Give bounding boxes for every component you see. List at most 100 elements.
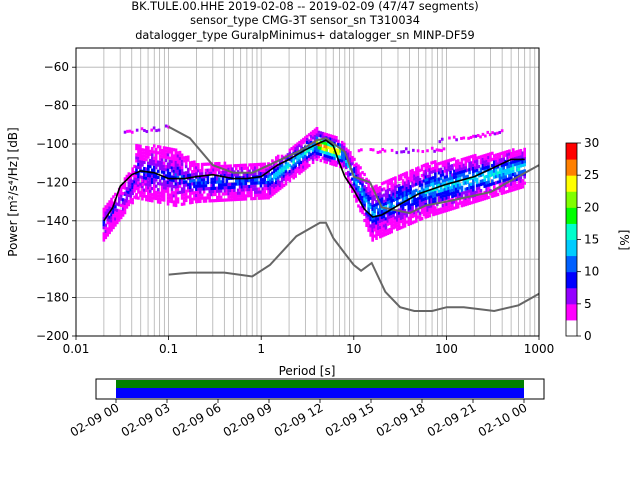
- density-cell: [298, 159, 301, 163]
- density-cell: [250, 163, 253, 167]
- density-cell: [178, 178, 182, 182]
- density-cell: [453, 191, 456, 195]
- density-cell: [392, 183, 395, 187]
- density-cell: [496, 159, 500, 163]
- density-cell: [369, 196, 372, 200]
- density-cell: [305, 162, 309, 166]
- density-cell: [386, 201, 390, 205]
- density-cell: [487, 180, 490, 184]
- density-cell: [273, 170, 276, 174]
- density-cell: [411, 221, 414, 225]
- density-cell: [454, 165, 458, 170]
- density-cell: [154, 178, 158, 182]
- density-cell: [517, 183, 521, 187]
- density-cell: [147, 183, 150, 187]
- density-cell: [141, 151, 144, 155]
- density-cell: [273, 182, 276, 186]
- density-cell: [361, 211, 364, 215]
- density-cell: [432, 182, 435, 186]
- density-cell: [252, 163, 255, 167]
- density-cell: [257, 172, 261, 176]
- density-cell: [453, 181, 456, 186]
- density-cell: [506, 168, 509, 172]
- density-cell: [191, 191, 194, 195]
- density-cell: [437, 180, 441, 184]
- density-cell: [492, 154, 496, 158]
- density-cell: [123, 198, 127, 202]
- density-cell: [200, 162, 204, 167]
- density-cell: [462, 203, 466, 207]
- density-cell: [519, 155, 523, 159]
- density-cell: [378, 222, 382, 227]
- density-cell: [104, 211, 108, 215]
- density-cell: [517, 161, 521, 166]
- density-cell: [411, 190, 414, 194]
- density-cell: [458, 164, 462, 168]
- density-cell: [386, 194, 390, 199]
- density-cell: [363, 185, 366, 189]
- density-cell: [378, 228, 382, 233]
- density-cell: [150, 186, 154, 191]
- density-cell: [170, 200, 174, 204]
- density-cell: [375, 206, 378, 210]
- density-cell: [373, 228, 376, 232]
- density-cell: [456, 189, 460, 194]
- density-cell: [515, 159, 519, 163]
- density-cell: [255, 181, 259, 185]
- density-cell: [373, 206, 376, 211]
- density-cell: [413, 177, 416, 181]
- density-cell: [472, 197, 475, 201]
- density-cell: [492, 172, 496, 176]
- density-cell: [261, 171, 265, 176]
- density-cell: [367, 185, 370, 189]
- density-cell: [147, 189, 150, 193]
- density-cell: [168, 175, 172, 179]
- density-cell: [227, 182, 231, 187]
- density-cell: [150, 128, 153, 132]
- density-cell: [139, 153, 142, 158]
- density-cell: [487, 195, 490, 200]
- density-cell: [517, 152, 521, 156]
- density-cell: [219, 171, 223, 175]
- density-cell: [265, 193, 268, 197]
- density-cell: [502, 151, 506, 155]
- density-cell: [186, 186, 190, 190]
- density-cell: [198, 196, 202, 200]
- density-cell: [458, 161, 462, 165]
- density-cell: [238, 194, 242, 198]
- density-cell: [384, 198, 388, 203]
- density-cell: [267, 168, 270, 172]
- density-cell: [148, 161, 152, 166]
- density-cell: [323, 147, 327, 152]
- density-cell: [481, 160, 485, 164]
- density-cell: [234, 173, 238, 177]
- density-cell: [170, 178, 174, 182]
- density-cell: [367, 228, 370, 232]
- density-cell: [184, 195, 188, 199]
- density-cell: [458, 186, 462, 190]
- density-cell: [168, 193, 172, 197]
- density-cell: [468, 198, 471, 202]
- density-cell: [479, 198, 483, 202]
- density-cell: [521, 154, 525, 158]
- density-cell: [511, 172, 515, 177]
- density-cell: [141, 163, 144, 167]
- density-cell: [384, 229, 388, 233]
- density-cell: [156, 200, 160, 204]
- density-cell: [148, 189, 152, 193]
- density-cell: [464, 202, 468, 207]
- density-cell: [304, 139, 307, 143]
- density-cell: [432, 169, 435, 174]
- density-cell: [244, 166, 248, 170]
- density-cell: [152, 144, 156, 148]
- density-cell: [296, 166, 299, 171]
- density-cell: [273, 176, 276, 180]
- density-cell: [418, 196, 422, 200]
- density-cell: [365, 193, 368, 197]
- density-cell: [294, 174, 297, 178]
- density-cell: [186, 173, 190, 178]
- density-cell: [470, 201, 473, 205]
- density-cell: [189, 191, 192, 196]
- density-cell: [216, 186, 219, 190]
- density-cell: [233, 197, 236, 202]
